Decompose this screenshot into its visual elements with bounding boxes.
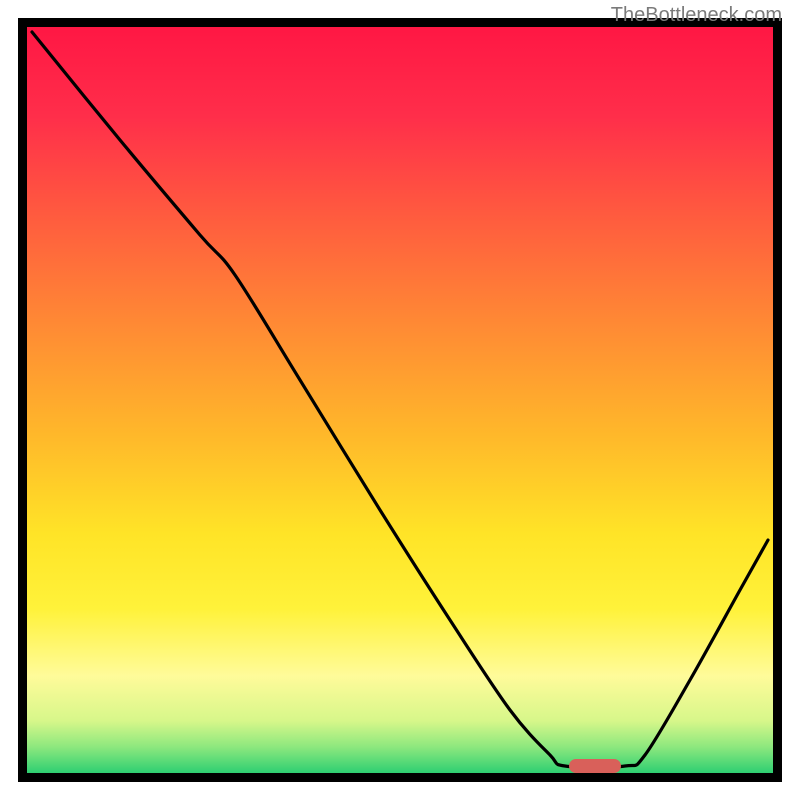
- chart-svg: [0, 0, 800, 800]
- optimal-marker: [569, 759, 621, 773]
- bottleneck-chart: [0, 0, 800, 800]
- watermark-text: TheBottleneck.com: [611, 4, 782, 27]
- plot-background: [27, 27, 773, 773]
